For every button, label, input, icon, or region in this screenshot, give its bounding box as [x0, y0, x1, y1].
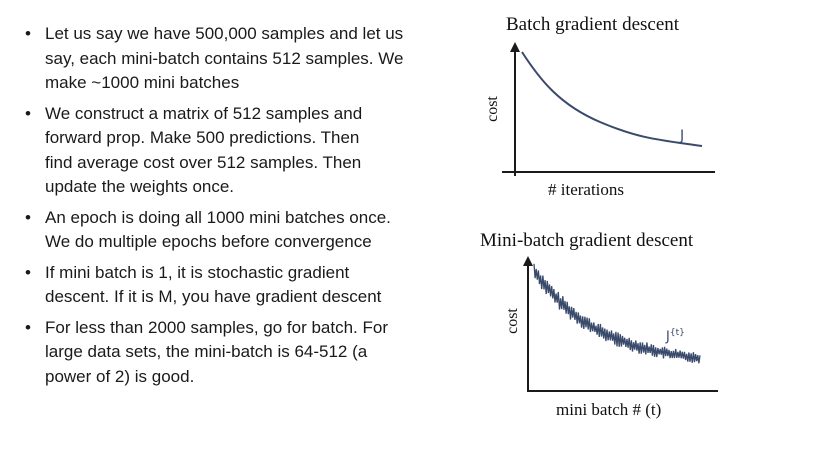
- bullet-dot: •: [25, 317, 31, 337]
- bullet-item: • For less than 2000 samples, go for batc…: [22, 316, 452, 390]
- batch-y-arrow: [510, 42, 520, 52]
- bullet-item: • If mini batch is 1, it is stochastic gr…: [22, 261, 452, 310]
- bullet-text: We construct a matrix of 512 samples and…: [45, 103, 363, 197]
- bullet-list: • Let us say we have 500,000 samples and …: [22, 22, 452, 395]
- batch-plot-title: Batch gradient descent: [506, 14, 680, 35]
- bullet-item: • An epoch is doing all 1000 mini batches…: [22, 206, 452, 255]
- minibatch-y-arrow: [523, 256, 533, 266]
- minibatch-xlabel: mini batch # (t): [556, 400, 662, 419]
- bullet-dot: •: [25, 262, 31, 282]
- bullet-item: • We construct a matrix of 512 samples an…: [22, 102, 452, 200]
- minibatch-curve-label: J{t}: [666, 328, 685, 345]
- bullet-dot: •: [25, 207, 31, 227]
- bullet-dot: •: [25, 24, 31, 43]
- bullet-text: An epoch is doing all 1000 mini batches …: [45, 207, 391, 252]
- bullet-dot: •: [25, 103, 31, 123]
- bullet-text: For less than 2000 samples, go for batch…: [45, 317, 389, 386]
- bullet-text: Let us say we have 500,000 samples and l…: [45, 24, 404, 92]
- bullet-item: • Let us say we have 500,000 samples and …: [22, 22, 452, 96]
- batch-curve-label: J: [680, 128, 685, 144]
- minibatch-plot-title: Mini-batch gradient descent: [480, 230, 694, 251]
- batch-xlabel: # iterations: [548, 180, 625, 199]
- minibatch-cost-curve: [533, 263, 701, 364]
- batch-cost-curve: [521, 51, 703, 147]
- bullet-text: If mini batch is 1, it is stochastic gra…: [45, 262, 382, 307]
